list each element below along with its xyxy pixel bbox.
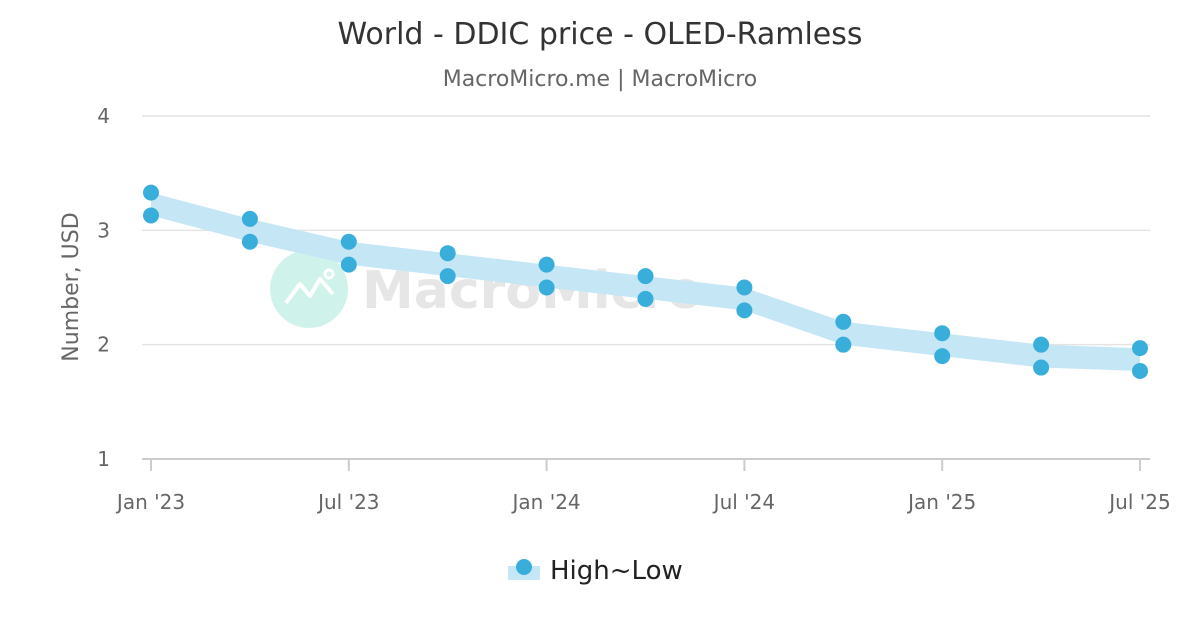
point-high[interactable] (637, 268, 654, 285)
x-tick-label: Jan '24 (511, 490, 581, 514)
point-low[interactable] (835, 336, 852, 353)
chart-title: World - DDIC price - OLED-Ramless (337, 17, 862, 52)
x-tick-label: Jul '23 (316, 490, 379, 514)
y-tick-label: 2 (97, 333, 110, 357)
x-tick-label: Jan '25 (906, 490, 976, 514)
point-high[interactable] (934, 325, 951, 342)
watermark-dot (323, 268, 335, 280)
x-tick-label: Jul '25 (1107, 490, 1170, 514)
point-high[interactable] (439, 245, 456, 262)
legend[interactable]: High~Low (508, 556, 683, 586)
chart-subtitle: MacroMicro.me | MacroMicro (443, 67, 758, 92)
x-tick-label: Jan '23 (115, 490, 185, 514)
y-tick-label: 3 (97, 218, 110, 242)
point-high[interactable] (1033, 336, 1050, 353)
point-low[interactable] (439, 268, 456, 285)
x-tick-label: Jul '24 (712, 490, 775, 514)
point-low[interactable] (934, 348, 951, 365)
point-high[interactable] (538, 256, 555, 273)
y-axis-ticks: 1 2 3 4 (97, 104, 110, 471)
y-axis-title: Number, USD (59, 212, 84, 361)
point-low[interactable] (340, 256, 357, 273)
watermark-chart-line (284, 277, 335, 305)
x-axis-ticks: Jan '23 Jul '23 Jan '24 Jul '24 Jan '25 Jul '… (115, 459, 1171, 514)
point-low[interactable] (1132, 362, 1148, 379)
point-low[interactable] (637, 290, 654, 307)
point-high[interactable] (241, 210, 258, 227)
point-low[interactable] (538, 279, 555, 296)
points-layer (143, 184, 1148, 379)
legend-marker (516, 559, 532, 575)
legend-label: High~Low (550, 556, 683, 586)
point-high[interactable] (835, 313, 852, 330)
point-low[interactable] (241, 233, 258, 250)
point-low[interactable] (1033, 359, 1050, 376)
point-high[interactable] (143, 184, 159, 201)
y-tick-label: 4 (97, 104, 110, 128)
point-low[interactable] (736, 302, 753, 319)
point-low[interactable] (143, 207, 159, 224)
y-tick-label: 1 (97, 447, 110, 471)
point-high[interactable] (1132, 340, 1148, 357)
point-high[interactable] (736, 279, 753, 296)
point-high[interactable] (340, 233, 357, 250)
